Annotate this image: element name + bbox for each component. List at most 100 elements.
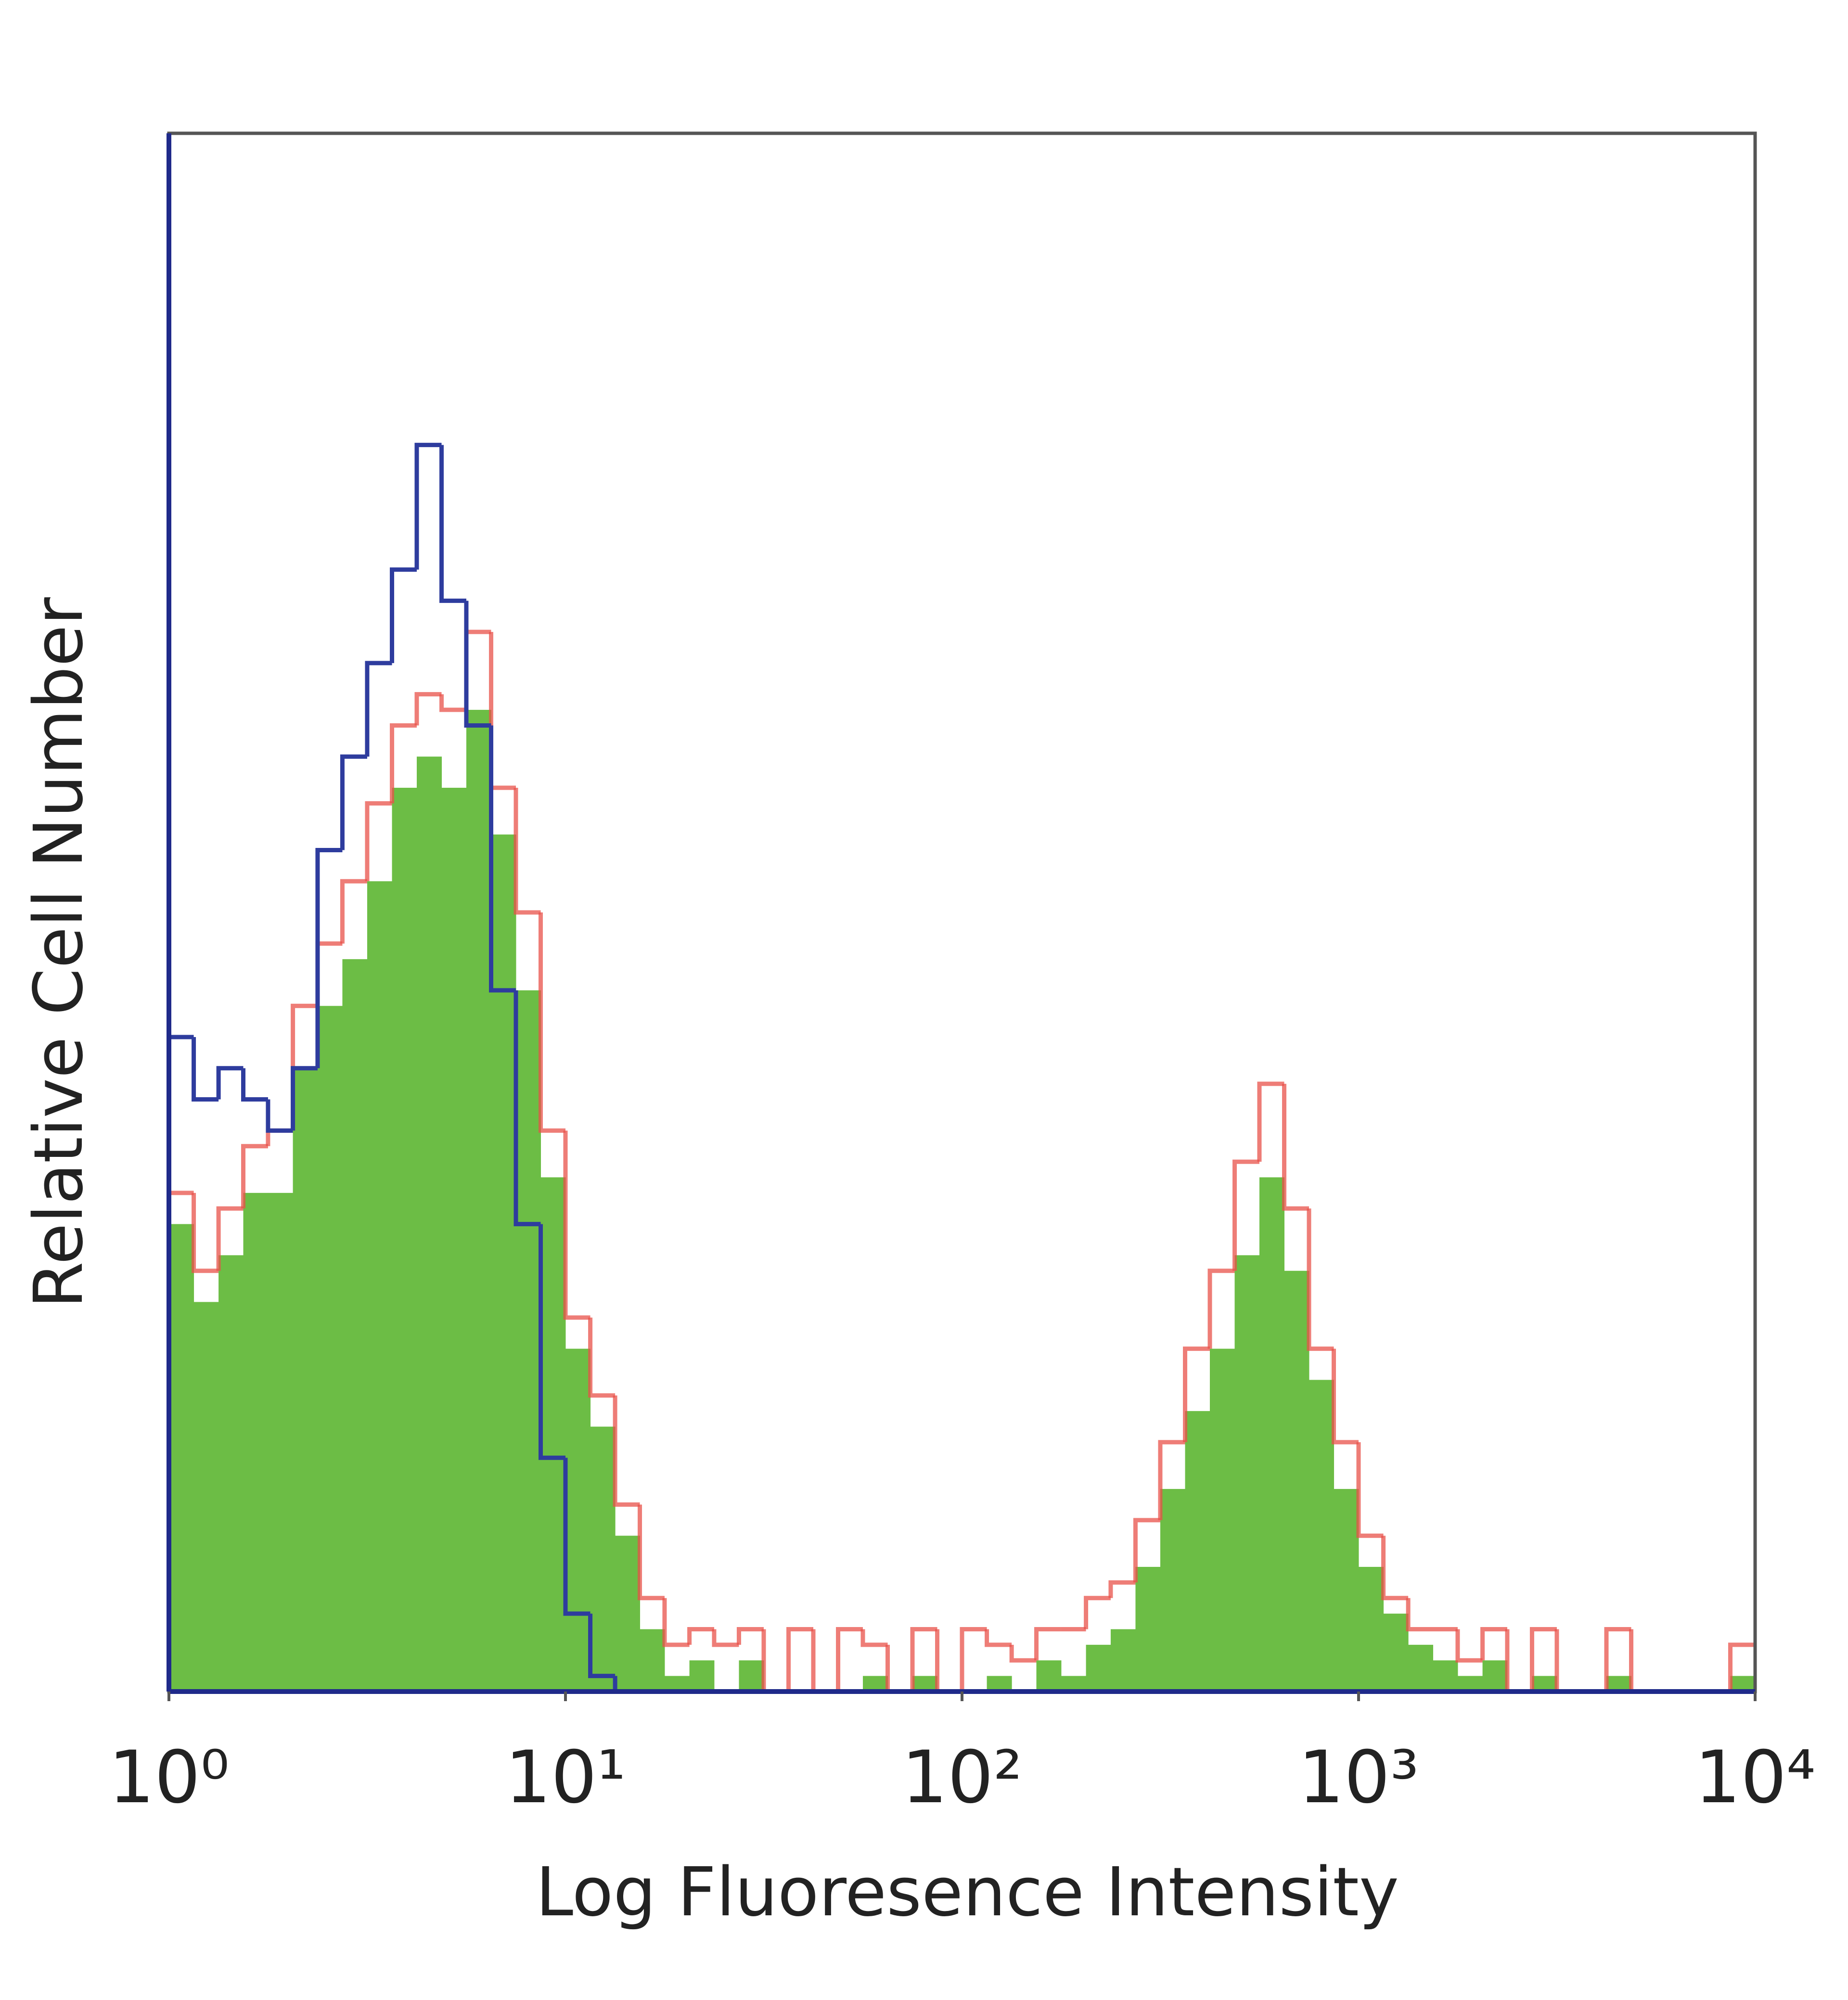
- histogram-bar: [392, 787, 417, 1692]
- histogram-step: [315, 941, 343, 1006]
- x-tick-label: 10⁴: [1694, 1736, 1815, 1820]
- histogram-bar: [1408, 1644, 1434, 1692]
- x-tick-label: 10³: [1298, 1736, 1419, 1820]
- histogram-step: [736, 1627, 764, 1645]
- x-axis-label: Log Fluoresence Intensity: [536, 1853, 1399, 1932]
- histogram-bar: [987, 1676, 1012, 1692]
- histogram-step: [638, 1504, 665, 1601]
- histogram-step: [266, 1128, 293, 1146]
- histogram-bar: [417, 756, 442, 1692]
- histogram-step: [1728, 1642, 1755, 1692]
- histogram-step: [1183, 1346, 1210, 1442]
- histogram-bar: [1234, 1255, 1260, 1692]
- histogram-step: [1084, 1596, 1111, 1629]
- histogram-bar: [1309, 1380, 1335, 1692]
- y-axis-label: Relative Cell Number: [20, 597, 98, 1308]
- histogram-bar: [1532, 1676, 1557, 1692]
- histogram-step: [390, 723, 417, 804]
- histogram-bar: [441, 787, 467, 1692]
- histogram-step: [539, 1224, 565, 1460]
- histogram-bar: [1433, 1660, 1458, 1692]
- histogram-bar: [640, 1629, 665, 1692]
- histogram-step: [390, 567, 417, 663]
- histogram-step: [241, 1144, 268, 1209]
- histogram-bar: [1259, 1177, 1285, 1692]
- histogram-bar: [1334, 1489, 1359, 1692]
- histogram-step: [1108, 1580, 1136, 1598]
- histogram-step: [1480, 1627, 1507, 1661]
- histogram-bar: [293, 1068, 318, 1692]
- histogram-step: [365, 801, 392, 882]
- histogram-step: [960, 1627, 987, 1692]
- histogram-step: [588, 1317, 616, 1398]
- histogram-step: [266, 1099, 293, 1133]
- histogram-step: [513, 787, 541, 915]
- histogram-bar: [1730, 1676, 1756, 1692]
- histogram-bar: [1086, 1644, 1111, 1692]
- histogram-bar: [1383, 1614, 1409, 1692]
- histogram-step: [836, 1627, 863, 1692]
- histogram-step: [910, 1627, 937, 1692]
- histogram-bar: [590, 1426, 616, 1692]
- histogram-step: [192, 1192, 219, 1273]
- histogram-step: [1307, 1208, 1334, 1351]
- histogram-step: [1406, 1598, 1433, 1631]
- histogram-bar: [1284, 1270, 1309, 1692]
- histogram-step: [613, 1395, 640, 1507]
- histogram-bar: [1036, 1660, 1062, 1692]
- histogram-bar: [1210, 1348, 1235, 1692]
- histogram-step: [1381, 1536, 1409, 1601]
- histogram-bar: [739, 1660, 764, 1692]
- x-tick-label: 10⁰: [108, 1736, 229, 1820]
- histogram-step: [216, 1066, 244, 1100]
- histogram-bar: [1135, 1566, 1161, 1692]
- histogram-step: [563, 1130, 590, 1320]
- histogram-bar: [615, 1536, 641, 1692]
- histogram-step: [860, 1629, 888, 1647]
- histogram-step: [291, 1066, 318, 1131]
- histogram-step: [414, 692, 442, 726]
- histogram-bar: [516, 990, 541, 1692]
- histogram-step: [1529, 1627, 1557, 1692]
- histogram-bar: [1606, 1676, 1632, 1692]
- histogram-step: [811, 1629, 838, 1694]
- histogram-step: [662, 1598, 690, 1647]
- histogram-bar: [317, 1006, 343, 1692]
- histogram-bar: [1061, 1676, 1087, 1692]
- histogram-step: [588, 1614, 616, 1679]
- histogram-step: [315, 847, 343, 1068]
- histogram-step: [1133, 1518, 1160, 1583]
- histogram-bar: [268, 1192, 294, 1692]
- histogram-step: [985, 1629, 1012, 1647]
- histogram-bar: [1110, 1629, 1136, 1692]
- histogram-bar: [367, 881, 393, 1692]
- histogram-step: [192, 1037, 219, 1102]
- histogram-bar: [689, 1660, 715, 1692]
- histogram-step: [439, 445, 466, 603]
- histogram-bar: [664, 1676, 690, 1692]
- histogram-step: [539, 912, 565, 1133]
- histogram-step: [489, 632, 516, 790]
- histogram-bar: [862, 1676, 888, 1692]
- histogram-step: [1455, 1629, 1483, 1663]
- histogram-step: [935, 1629, 962, 1694]
- histogram-step: [1604, 1627, 1631, 1692]
- histogram-step: [1554, 1629, 1582, 1694]
- histogram-bar: [169, 1224, 194, 1692]
- histogram-step: [886, 1644, 913, 1694]
- histogram-bar: [1482, 1660, 1508, 1692]
- histogram-step: [563, 1458, 590, 1616]
- histogram-step: [1505, 1629, 1532, 1694]
- histogram-step: [761, 1629, 789, 1694]
- histogram-bar: [218, 1255, 244, 1692]
- histogram-step: [1232, 1159, 1259, 1271]
- histogram-bar: [193, 1302, 219, 1692]
- histogram-step: [216, 1206, 244, 1271]
- histogram-step: [1207, 1269, 1235, 1349]
- histogram-step: [340, 754, 367, 850]
- histogram-step: [241, 1068, 268, 1102]
- histogram-step: [464, 601, 491, 728]
- histogram-step: [1034, 1627, 1061, 1661]
- histogram-bar: [565, 1348, 591, 1692]
- histogram-step: [340, 879, 367, 944]
